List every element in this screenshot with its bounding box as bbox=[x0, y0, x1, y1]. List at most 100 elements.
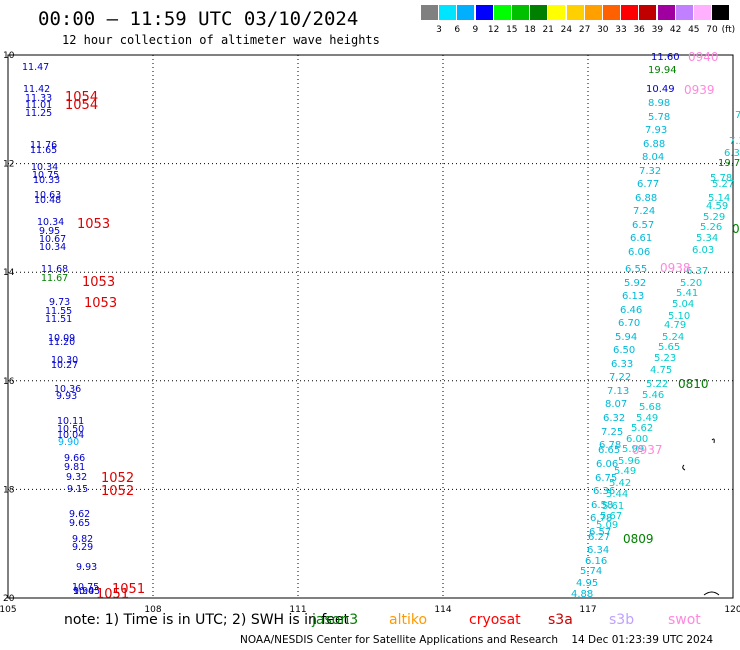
wave-height-label: 7.24 bbox=[633, 206, 655, 217]
wave-height-label: 6.70 bbox=[618, 318, 640, 329]
wave-height-label: 9.94 bbox=[73, 586, 94, 597]
wave-height-label: 10.34 bbox=[39, 242, 66, 253]
lat-label: 14 bbox=[3, 268, 15, 278]
generated-timestamp: 14 Dec 01:23:39 UTC 2024 bbox=[571, 634, 714, 646]
wave-height-label: 10.48 bbox=[34, 195, 61, 206]
wave-height-label: 11.01 bbox=[25, 100, 52, 111]
observation-time-label: 1051 bbox=[96, 587, 129, 602]
wave-height-label: 10.63 bbox=[34, 190, 61, 201]
wave-height-label: 9.15 bbox=[67, 484, 88, 495]
scale-label: 36 bbox=[633, 25, 645, 35]
wave-height-label: 10.75 bbox=[32, 170, 59, 181]
wave-height-label: 10.49 bbox=[646, 84, 675, 95]
wave-height-label: 6.36 bbox=[593, 486, 615, 497]
wave-height-label: 10.11 bbox=[57, 416, 84, 427]
wave-height-label: 5.78 bbox=[648, 112, 670, 123]
observation-time-label: 0937 bbox=[632, 443, 663, 457]
satellite-legend-altiko: altiko bbox=[389, 612, 428, 628]
observation-time-label: 0809 bbox=[623, 532, 654, 546]
wave-height-label: 6.88 bbox=[635, 193, 657, 204]
lon-label: 105 bbox=[0, 605, 17, 615]
island-outline bbox=[682, 438, 720, 596]
wave-height-label: 6.58 bbox=[591, 500, 613, 511]
wave-height-label: 5.49 bbox=[636, 413, 658, 424]
wave-height-label: 6.57 bbox=[589, 527, 611, 538]
wave-height-label: 9.62 bbox=[69, 509, 90, 520]
wave-height-label: 6.75 bbox=[595, 473, 617, 484]
satellite-legend-swot: swot bbox=[668, 612, 701, 628]
wave-height-label: 4.75 bbox=[650, 365, 672, 376]
scale-label: 21 bbox=[542, 25, 554, 35]
wave-height-label: 5.23 bbox=[654, 353, 676, 364]
wave-height-label: 6.61 bbox=[630, 233, 652, 244]
lat-label: 18 bbox=[3, 485, 15, 495]
wave-height-label: 5.22 bbox=[646, 379, 668, 390]
wave-height-label: 10.50 bbox=[57, 424, 84, 435]
wave-height-label: 10.75 bbox=[72, 582, 99, 593]
wave-height-label: 10.04 bbox=[57, 430, 84, 441]
wave-height-label: 5.65 bbox=[658, 342, 680, 353]
lon-label: 117 bbox=[579, 605, 596, 615]
lon-label: 111 bbox=[289, 605, 306, 615]
wave-height-label: 6.33 bbox=[611, 359, 633, 370]
wave-height-label: 8.07 bbox=[605, 399, 627, 410]
scale-label: 9 bbox=[472, 25, 479, 35]
scale-swatch bbox=[657, 5, 675, 20]
scale-swatch bbox=[493, 5, 511, 20]
wave-height-label: 5.14 bbox=[708, 193, 730, 204]
wave-height-label: 6.50 bbox=[613, 345, 635, 356]
wave-height-label: 11.25 bbox=[25, 108, 52, 119]
wave-height-label: 5.26 bbox=[700, 222, 722, 233]
wave-height-label: 9.66 bbox=[64, 453, 85, 464]
observation-time-label: 1052 bbox=[101, 484, 134, 499]
credit-text: NOAA/NESDIS Center for Satellite Applica… bbox=[240, 634, 558, 646]
footer-note: note: 1) Time is in UTC; 2) SWH is in fe… bbox=[64, 612, 350, 628]
wave-height-label: 5.20 bbox=[680, 278, 702, 289]
wave-height-label: 10.27 bbox=[51, 360, 78, 371]
wave-height-label: 5.41 bbox=[676, 288, 698, 299]
wave-height-label: 10.67 bbox=[39, 234, 66, 245]
wave-height-label: 5.46 bbox=[642, 390, 664, 401]
wave-height-label: 5.04 bbox=[672, 299, 694, 310]
wave-height-label: 6.16 bbox=[585, 556, 607, 567]
lat-label: 20 bbox=[3, 594, 15, 604]
wave-height-label: 5.24 bbox=[662, 332, 684, 343]
wave-height-label: 9.65 bbox=[69, 518, 90, 529]
wave-height-label: 5.44 bbox=[606, 489, 628, 500]
scale-swatch bbox=[639, 5, 657, 20]
page-subtitle: 12 hour collection of altimeter wave hei… bbox=[62, 33, 380, 47]
page-title: 00:00 – 11:59 UTC 03/10/2024 bbox=[38, 8, 359, 30]
observation-time-label: 0 bbox=[732, 222, 740, 236]
wave-height-label: 5.99 bbox=[622, 444, 644, 455]
satellite-legend-jason3: jason3 bbox=[312, 612, 359, 628]
wave-height-label: 11.51 bbox=[45, 314, 72, 325]
wave-height-label: 11.68 bbox=[41, 264, 68, 275]
wave-height-label: 7.13 bbox=[607, 386, 629, 397]
wave-height-label: 5.78 bbox=[710, 173, 732, 184]
scale-label: 24 bbox=[560, 25, 573, 35]
wave-height-label: 7.25 bbox=[601, 427, 623, 438]
lat-label: 12 bbox=[3, 160, 14, 170]
wave-height-label: 4.59 bbox=[706, 201, 728, 212]
wave-height-label: 5.74 bbox=[580, 566, 602, 577]
satellite-legend-cryosat: cryosat bbox=[469, 612, 521, 628]
lat-label: 16 bbox=[3, 377, 15, 387]
scale-swatch bbox=[530, 5, 548, 20]
wave-height-label: 10.36 bbox=[54, 384, 81, 395]
wave-height-label: 5.67 bbox=[600, 511, 622, 522]
observation-time-label: 0810 bbox=[678, 377, 709, 391]
wave-height-label: 6.06 bbox=[596, 459, 618, 470]
wave-height-label: 7.3 bbox=[729, 136, 740, 147]
observation-time-label: 1052 bbox=[101, 471, 134, 486]
wave-height-label: 5.68 bbox=[639, 402, 661, 413]
wave-height-label: 19.94 bbox=[648, 65, 677, 76]
wave-height-label: 7.93 bbox=[645, 125, 667, 136]
wave-height-label: 5.49 bbox=[614, 466, 636, 477]
wave-height-label: 6.03 bbox=[692, 245, 714, 256]
wave-height-label: 7.32 bbox=[639, 166, 661, 177]
wave-height-label: 11.55 bbox=[45, 306, 72, 317]
wave-height-label: 11.42 bbox=[23, 84, 50, 95]
scale-label: 6 bbox=[454, 25, 461, 35]
scale-swatch bbox=[694, 5, 711, 20]
scale-label: 70 bbox=[706, 25, 718, 35]
